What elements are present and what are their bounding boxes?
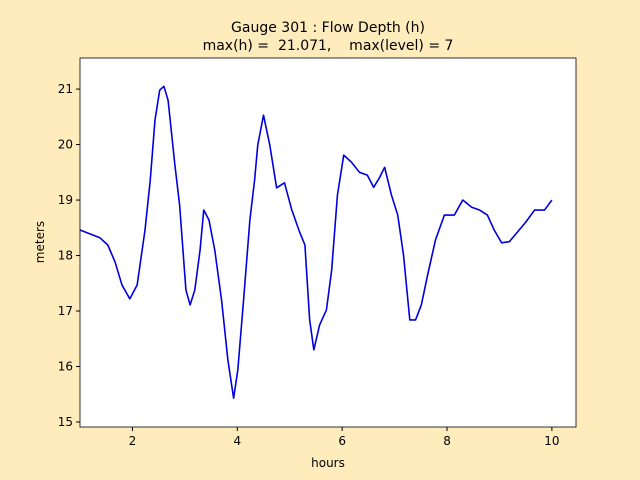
y-tick-label: 15: [58, 415, 73, 429]
chart-title: Gauge 301 : Flow Depth (h): [231, 20, 425, 36]
y-tick-label: 21: [58, 82, 73, 96]
x-tick-label: 10: [544, 434, 559, 448]
y-tick-label: 18: [58, 249, 73, 263]
x-tick-label: 6: [338, 434, 346, 448]
plot-area: [80, 58, 576, 427]
x-tick-label: 4: [233, 434, 241, 448]
y-tick-label: 17: [58, 304, 73, 318]
y-axis-label: meters: [33, 221, 47, 263]
plot-frame: [79, 57, 577, 428]
y-tick-label: 19: [58, 193, 73, 207]
data-line: [79, 85, 553, 399]
y-tick-label: 20: [58, 138, 73, 152]
y-tick-label: 16: [58, 360, 73, 374]
x-tick-label: 8: [443, 434, 451, 448]
x-tick-label: 2: [129, 434, 137, 448]
x-axis-label: hours: [311, 456, 345, 470]
chart-subtitle: max(h) = 21.071, max(level) = 7: [203, 38, 454, 54]
